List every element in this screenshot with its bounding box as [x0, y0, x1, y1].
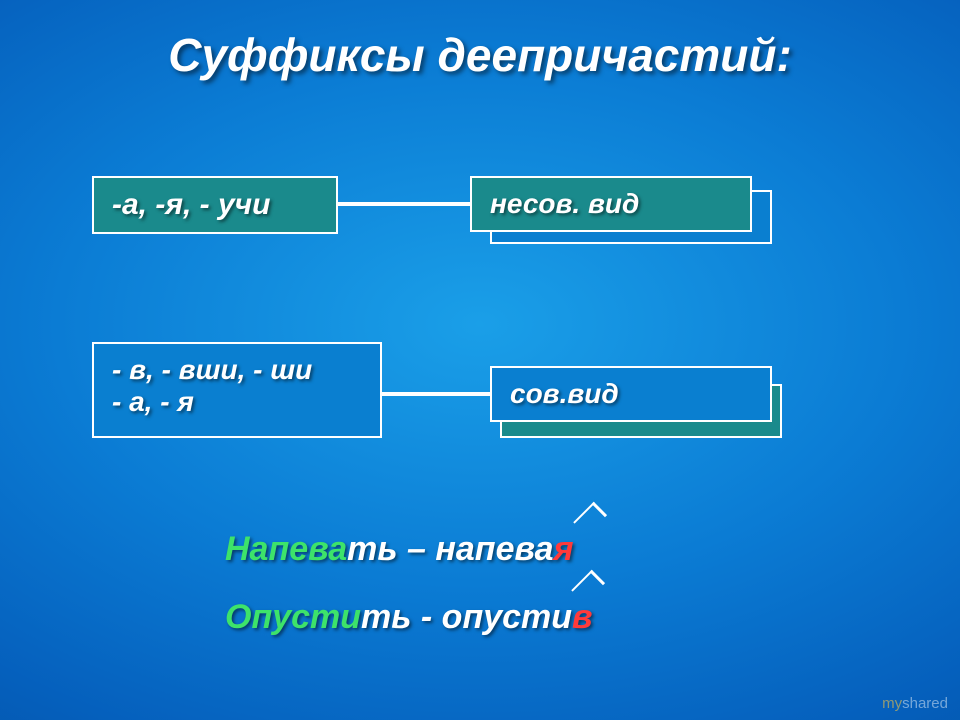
slide-title: Суффиксы деепричастий: [0, 0, 960, 82]
example-line-2: Опустить - опустив [225, 598, 593, 637]
suffix-box-line1: - в, - вши, - ши [112, 354, 362, 386]
suffix-caret-icon [569, 512, 595, 528]
suffix-box-line2: - а, - я [112, 386, 362, 418]
suffix-caret-icon [567, 580, 593, 596]
suffix-box-imperfective: -а, -я, - учи [92, 176, 338, 234]
suffix-box-perfective: - в, - вши, - ши - а, - я [92, 342, 382, 438]
watermark: myshared [882, 695, 948, 712]
aspect-label-perfective: сов.вид [490, 366, 772, 422]
aspect-label-imperfective: несов. вид [470, 176, 752, 232]
example-line-1: Напевать – напевая [225, 530, 574, 569]
watermark-my: my [882, 695, 902, 712]
connector-line-1 [338, 202, 470, 206]
connector-line-2 [382, 392, 490, 396]
watermark-shared: shared [902, 695, 948, 712]
